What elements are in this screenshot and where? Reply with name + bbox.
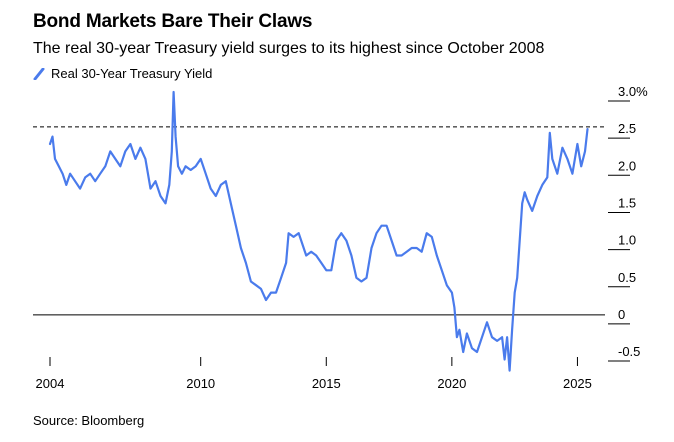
chart-subtitle: The real 30-year Treasury yield surges t… xyxy=(33,40,545,57)
y-tick-label: -0.5 xyxy=(618,344,640,359)
legend-swatch-icon xyxy=(33,67,45,80)
legend: Real 30-Year Treasury Yield xyxy=(33,66,212,81)
x-tick-label: 2010 xyxy=(186,376,215,391)
x-tick-label: 2025 xyxy=(563,376,592,391)
y-tick-label: 0 xyxy=(618,307,625,322)
series-line-real-30-year-treasury-yield xyxy=(48,90,589,372)
y-tick-label: 0.5 xyxy=(618,270,636,285)
y-tick-label: 2.0 xyxy=(618,158,636,173)
chart-title: Bond Markets Bare Their Claws xyxy=(33,11,313,32)
legend-label: Real 30-Year Treasury Yield xyxy=(51,66,213,81)
x-tick-label: 2015 xyxy=(312,376,341,391)
x-tick-label: 2020 xyxy=(437,376,466,391)
y-tick-label: 2.5 xyxy=(618,121,636,136)
source-note: Source: Bloomberg xyxy=(33,413,145,428)
x-tick-label: 2004 xyxy=(36,376,65,391)
y-tick-label: 1.5 xyxy=(618,195,636,210)
y-tick-label: 3.0% xyxy=(618,84,648,99)
y-tick-label: 1.0 xyxy=(618,233,636,248)
